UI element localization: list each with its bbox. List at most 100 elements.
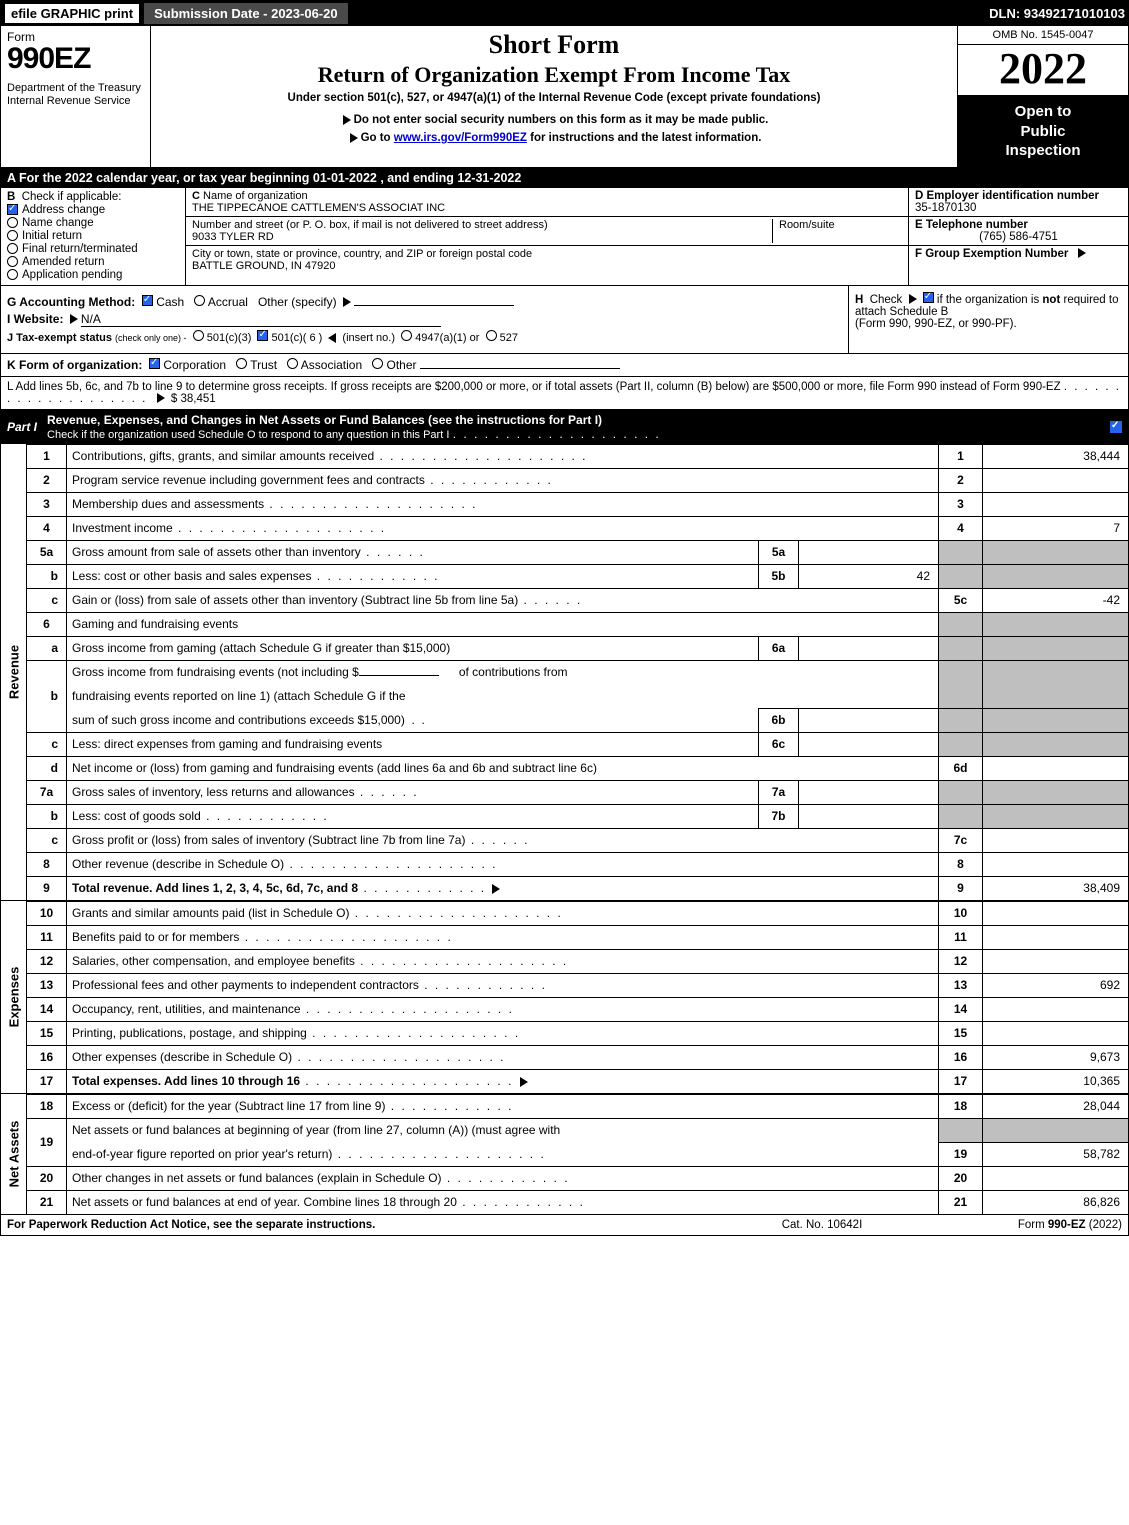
h-txt1: if the organization is [937, 294, 1042, 306]
part1-header: Part I Revenue, Expenses, and Changes in… [0, 410, 1129, 444]
goto-link[interactable]: www.irs.gov/Form990EZ [394, 132, 527, 144]
shade [939, 780, 983, 804]
line-7a: 7aGross sales of inventory, less returns… [27, 780, 1129, 804]
part1-checkbox[interactable] [1110, 421, 1122, 433]
line-19a: 19Net assets or fund balances at beginni… [27, 1118, 1129, 1142]
chk-address-change[interactable]: Address change [7, 204, 179, 216]
j2b: (insert no.) [342, 332, 395, 344]
room-suite: Room/suite [772, 219, 902, 243]
row-l: L Add lines 5b, 6c, and 7b to line 9 to … [0, 377, 1129, 410]
line-20: 20 Other changes in net assets or fund ba… [27, 1166, 1129, 1190]
lb: 21 [939, 1190, 983, 1214]
dots [173, 521, 386, 535]
ld: Program service revenue including govern… [72, 473, 425, 487]
dots [239, 930, 452, 944]
ln: 10 [27, 901, 67, 925]
la: 38,409 [983, 876, 1129, 900]
j2: 501(c)( 6 ) [272, 332, 323, 344]
la [983, 925, 1129, 949]
open3: Inspection [962, 141, 1124, 161]
line-8: 8Other revenue (describe in Schedule O)8 [27, 852, 1129, 876]
chk-trust[interactable] [236, 358, 247, 369]
ln: 21 [27, 1190, 67, 1214]
la [983, 852, 1129, 876]
lmb: 7b [759, 804, 799, 828]
ln: 15 [27, 1021, 67, 1045]
chk-final-return[interactable]: Final return/terminated [7, 243, 179, 255]
chk-527[interactable] [486, 330, 497, 341]
goto-post: for instructions and the latest informat… [527, 132, 762, 144]
chk-501c3[interactable] [193, 330, 204, 341]
chk-4947[interactable] [401, 330, 412, 341]
lb: 5c [939, 588, 983, 612]
ln: 19 [27, 1118, 67, 1166]
checkbox-icon[interactable] [7, 230, 18, 241]
shade [939, 1118, 983, 1142]
line-6b1: bGross income from fundraising events (n… [27, 660, 1129, 684]
ln: d [27, 756, 67, 780]
chk-initial-return[interactable]: Initial return [7, 230, 179, 242]
line-6b3: sum of such gross income and contributio… [27, 708, 1129, 732]
lmb: 6c [759, 732, 799, 756]
chk-assoc[interactable] [287, 358, 298, 369]
form-header: Form 990EZ Department of the Treasury In… [0, 26, 1129, 168]
la [983, 1021, 1129, 1045]
ld: Net assets or fund balances at beginning… [67, 1118, 939, 1142]
dots [385, 1099, 513, 1113]
ld: Other changes in net assets or fund bala… [72, 1171, 442, 1185]
lb: 4 [939, 516, 983, 540]
tax-year: 2022 [958, 45, 1128, 96]
amt-input[interactable] [359, 675, 439, 676]
ld: Printing, publications, postage, and shi… [72, 1026, 307, 1040]
g-other-input[interactable] [354, 305, 514, 306]
checkbox-icon[interactable] [7, 204, 18, 215]
chk-501c[interactable] [257, 330, 268, 341]
open2: Public [962, 122, 1124, 142]
lb: 15 [939, 1021, 983, 1045]
shade [939, 612, 983, 636]
ld: Grants and similar amounts paid (list in… [72, 906, 349, 920]
chk-other[interactable] [372, 358, 383, 369]
ln: 14 [27, 997, 67, 1021]
checkbox-icon[interactable] [7, 256, 18, 267]
line-12: 12Salaries, other compensation, and empl… [27, 949, 1129, 973]
dots [355, 954, 568, 968]
ln: 20 [27, 1166, 67, 1190]
chk-name-change[interactable]: Name change [7, 217, 179, 229]
line-16: 16Other expenses (describe in Schedule O… [27, 1045, 1129, 1069]
lb: 17 [939, 1069, 983, 1093]
e-label: E Telephone number [915, 219, 1028, 231]
line-1: 1Contributions, gifts, grants, and simil… [27, 444, 1129, 468]
footer-right: Form 990-EZ (2022) [922, 1219, 1122, 1231]
efile-badge[interactable]: efile GRAPHIC print [4, 3, 140, 24]
lmb: 7a [759, 780, 799, 804]
k-other-input[interactable] [420, 368, 620, 369]
ln: 1 [27, 444, 67, 468]
ld: sum of such gross income and contributio… [72, 713, 405, 727]
revenue-table: 1Contributions, gifts, grants, and simil… [26, 444, 1129, 901]
chk-h[interactable] [923, 292, 934, 303]
lmb: 5a [759, 540, 799, 564]
chk-amended[interactable]: Amended return [7, 256, 179, 268]
chk-corp[interactable] [149, 358, 160, 369]
ln: 17 [27, 1069, 67, 1093]
lmb: 6a [759, 636, 799, 660]
netassets-vlabel: Net Assets [0, 1094, 26, 1215]
lb: 10 [939, 901, 983, 925]
section-ghij: G Accounting Method: Cash Accrual Other … [0, 286, 1129, 354]
expenses-section: Expenses 10 Grants and similar amounts pa… [0, 901, 1129, 1094]
chk-pending[interactable]: Application pending [7, 269, 179, 281]
la: 38,444 [983, 444, 1129, 468]
checkbox-icon[interactable] [7, 269, 18, 280]
line-5a: 5aGross amount from sale of assets other… [27, 540, 1129, 564]
chk-accrual[interactable] [194, 295, 205, 306]
ln: c [27, 828, 67, 852]
g-cash: Cash [156, 295, 184, 309]
return-title: Return of Organization Exempt From Incom… [161, 62, 947, 88]
expenses-label: Expenses [6, 966, 21, 1027]
dots [349, 906, 562, 920]
checkbox-icon[interactable] [7, 217, 18, 228]
checkbox-icon[interactable] [7, 243, 18, 254]
lb: 1 [939, 444, 983, 468]
chk-cash[interactable] [142, 295, 153, 306]
